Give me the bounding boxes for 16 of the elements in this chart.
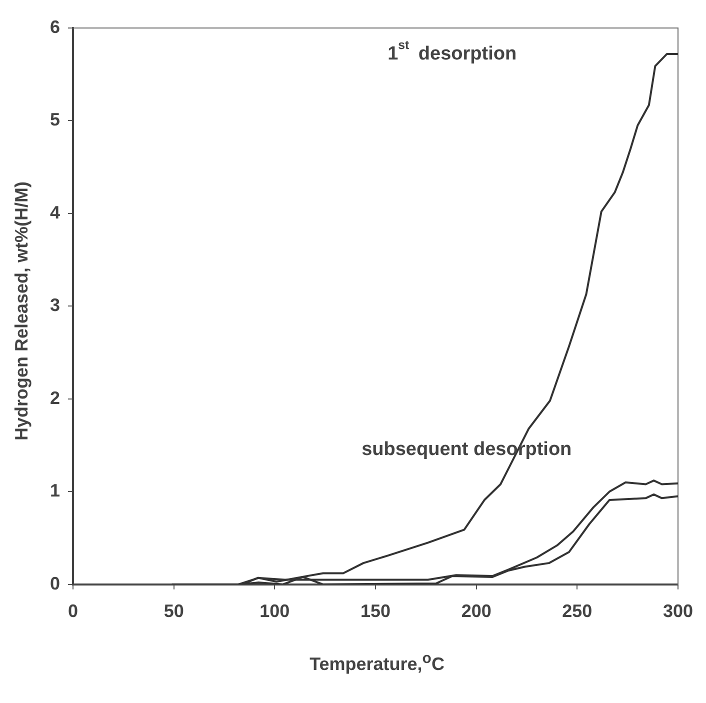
- y-tick-label: 5: [50, 110, 60, 130]
- x-tick-label: 50: [164, 601, 184, 622]
- y-axis-title: Hydrogen Released, wt%(H/M): [12, 181, 32, 441]
- y-tick-label: 6: [50, 16, 60, 37]
- x-tick-label: 0: [68, 601, 78, 622]
- y-tick-label: 1: [50, 480, 60, 501]
- x-tick-label: 300: [662, 601, 694, 622]
- x-axis-title: Temperature,$^{o}$C: [308, 650, 446, 675]
- y-tick-label: 3: [50, 295, 60, 316]
- x-tick-label: 150: [360, 601, 391, 622]
- y-tick-label: 2: [50, 388, 60, 408]
- x-tick-label: 200: [461, 601, 492, 622]
- x-tick-label: 100: [260, 601, 290, 622]
- y-tick-label: 4: [50, 202, 60, 222]
- y-tick-label: 0: [50, 573, 60, 594]
- x-tick-label: 250: [562, 601, 592, 622]
